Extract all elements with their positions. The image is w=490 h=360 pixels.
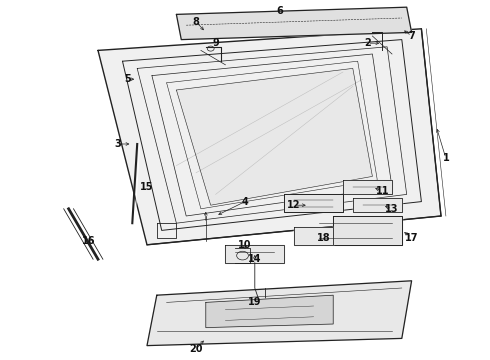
Text: 4: 4	[242, 197, 248, 207]
Text: 2: 2	[364, 38, 371, 48]
Text: 1: 1	[442, 153, 449, 163]
Polygon shape	[147, 281, 412, 346]
Polygon shape	[206, 295, 333, 328]
Polygon shape	[176, 7, 412, 40]
Polygon shape	[294, 227, 333, 245]
Text: 7: 7	[408, 31, 415, 41]
Text: 20: 20	[189, 344, 203, 354]
Text: 19: 19	[248, 297, 262, 307]
Polygon shape	[284, 194, 343, 212]
Text: 17: 17	[405, 233, 418, 243]
Text: 11: 11	[375, 186, 389, 196]
Text: 16: 16	[81, 236, 95, 246]
Text: 10: 10	[238, 240, 252, 250]
Text: 13: 13	[385, 204, 399, 214]
Polygon shape	[343, 180, 392, 194]
Polygon shape	[333, 216, 402, 245]
Text: 3: 3	[114, 139, 121, 149]
Text: 12: 12	[287, 200, 301, 210]
Text: 15: 15	[140, 182, 154, 192]
Text: 9: 9	[212, 38, 219, 48]
Text: 8: 8	[193, 17, 199, 27]
Polygon shape	[98, 29, 441, 245]
Text: 6: 6	[276, 6, 283, 16]
Text: 14: 14	[248, 254, 262, 264]
Text: 5: 5	[124, 74, 131, 84]
Text: 18: 18	[317, 233, 330, 243]
Polygon shape	[225, 245, 284, 263]
Polygon shape	[176, 68, 372, 205]
Polygon shape	[353, 198, 402, 212]
